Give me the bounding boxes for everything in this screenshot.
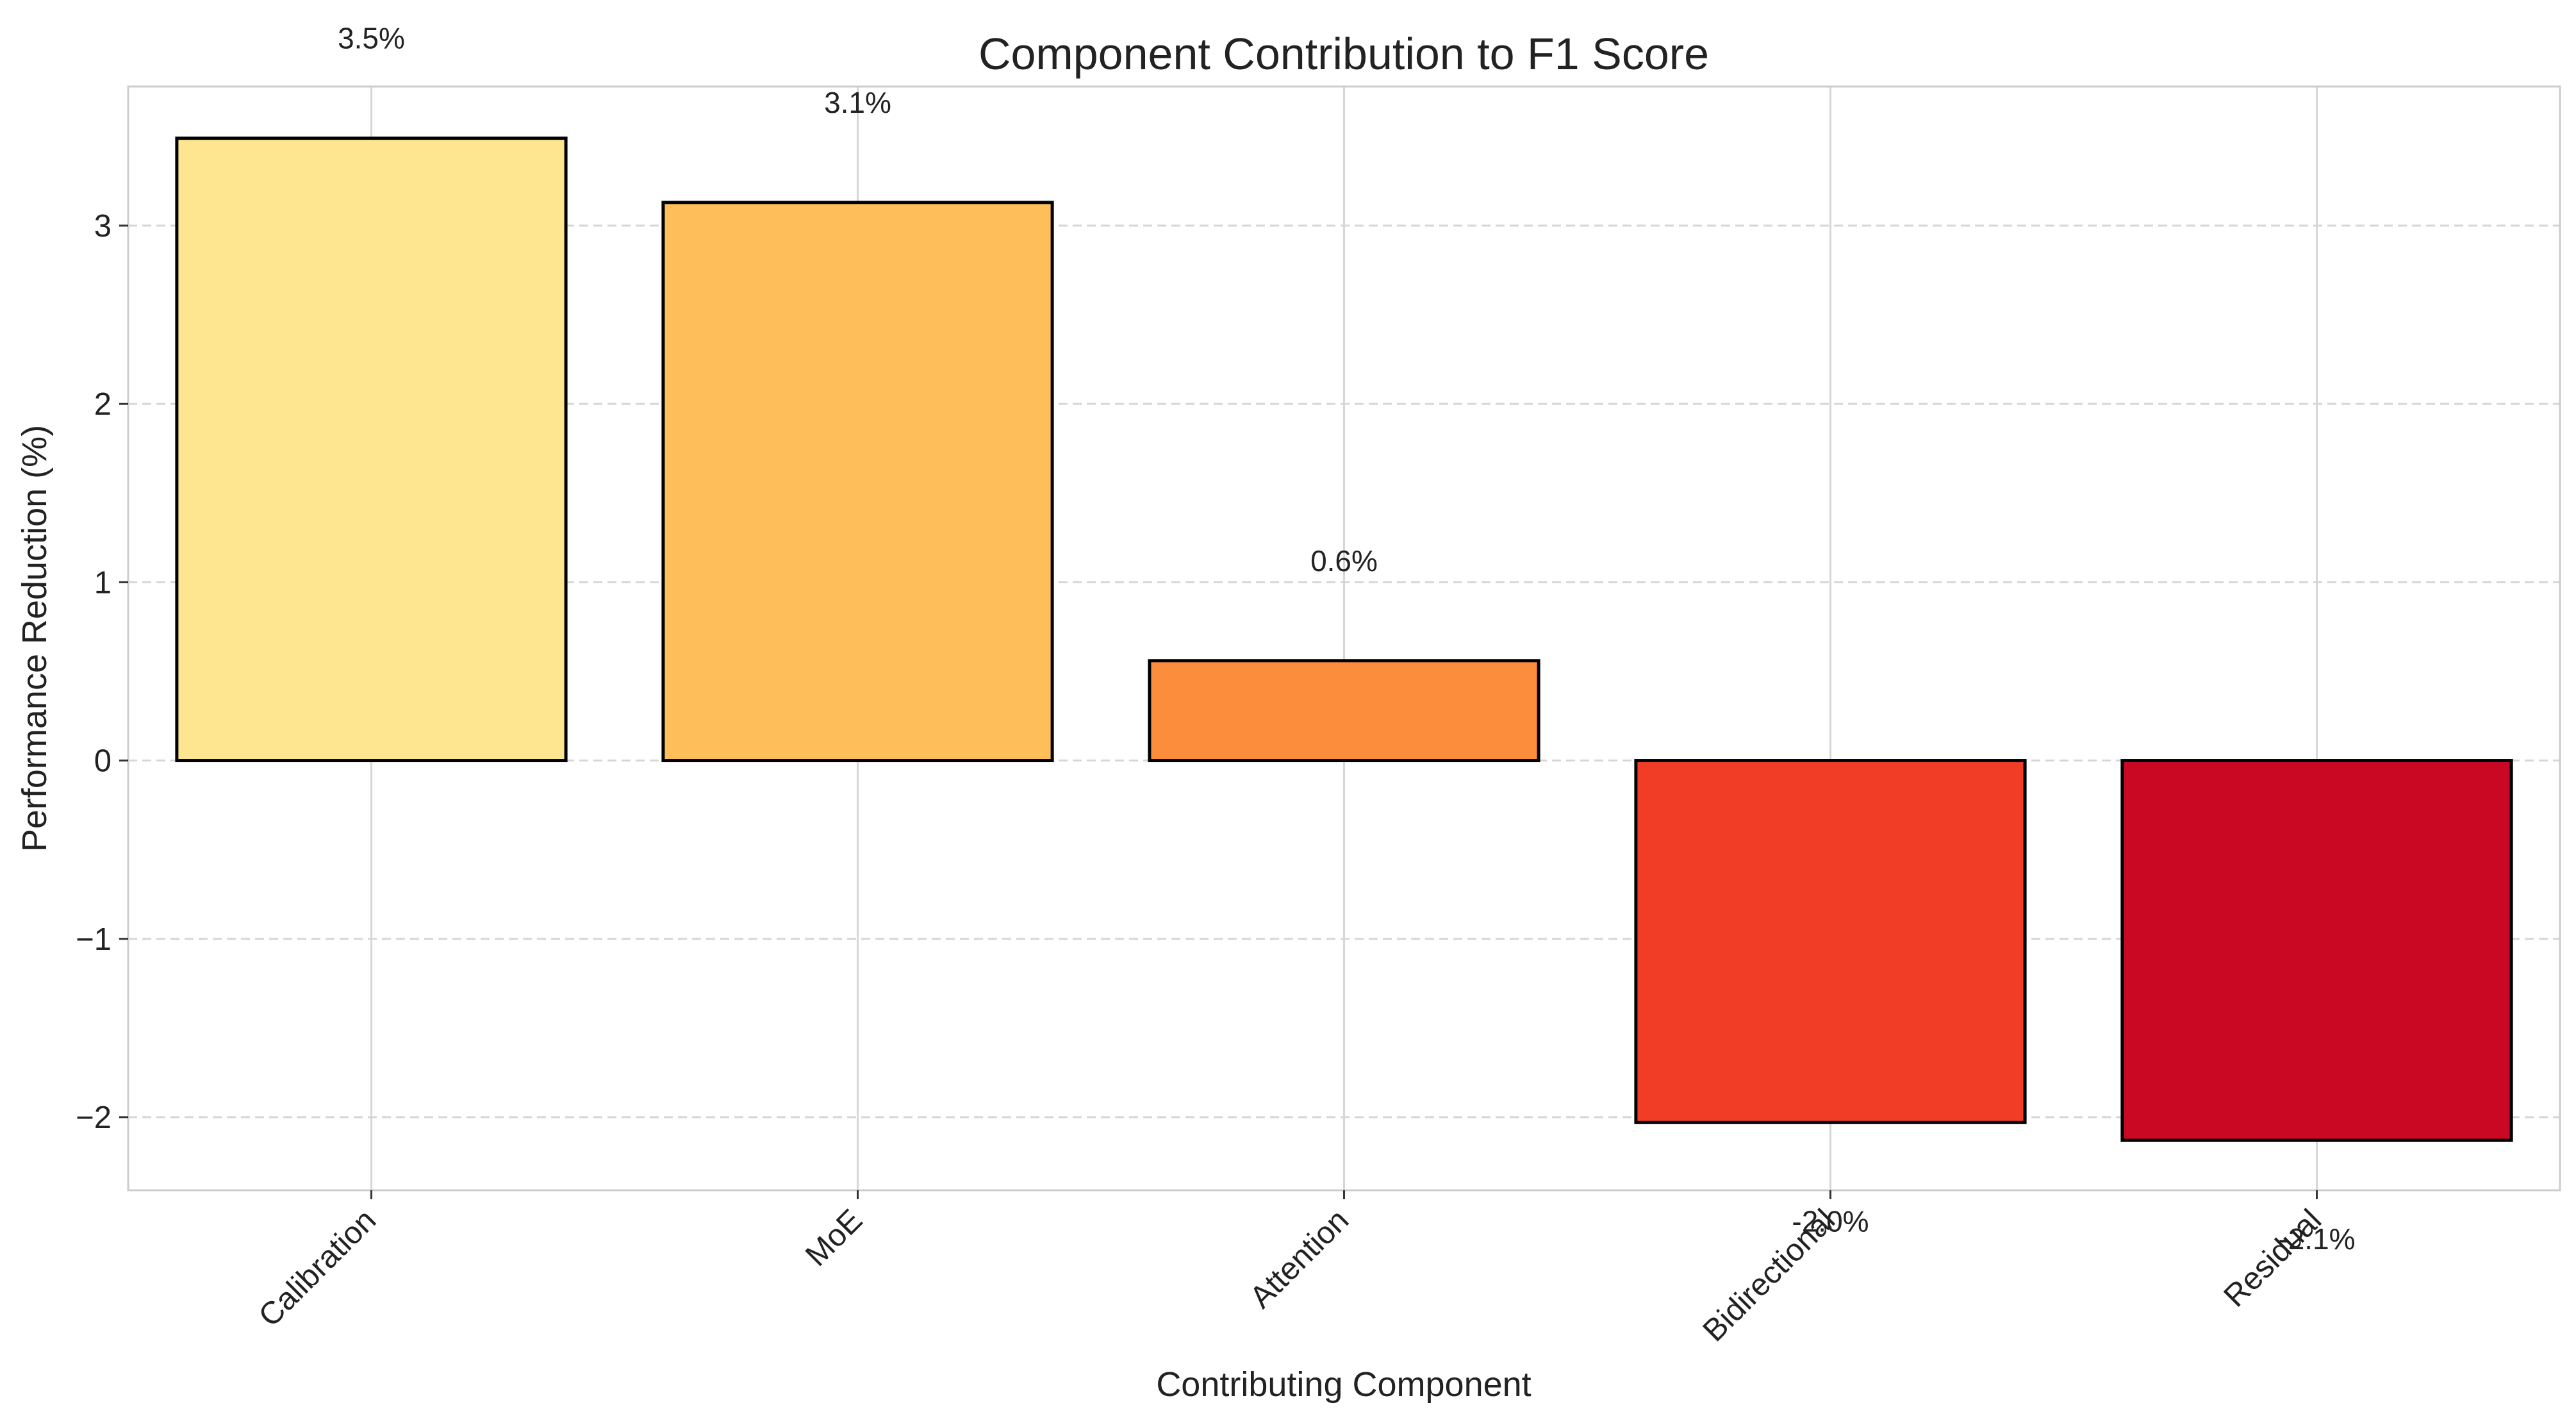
bar-value-label: -2.0% bbox=[1792, 1204, 1869, 1238]
bar-value-label: -2.1% bbox=[2278, 1222, 2355, 1256]
y-tick-label: 0 bbox=[94, 744, 111, 779]
x-tick-label: Calibration bbox=[252, 1203, 383, 1334]
data-labels: 3.5% 3.1% 0.6% -2.0% -2.1% bbox=[338, 22, 2356, 1256]
x-tick-label: Residual bbox=[2217, 1203, 2328, 1314]
chart-title: Component Contribution to F1 Score bbox=[978, 29, 1709, 79]
x-tick-label: Attention bbox=[1243, 1203, 1355, 1315]
x-tick-label: MoE bbox=[799, 1203, 869, 1273]
y-tick-label: 1 bbox=[94, 565, 111, 600]
y-tick-label: 2 bbox=[94, 387, 111, 422]
bar bbox=[2120, 759, 2513, 1142]
bar bbox=[661, 201, 1054, 763]
y-axis-label: Performance Reduction (%) bbox=[15, 425, 54, 852]
x-axis-label: Contributing Component bbox=[1156, 1365, 1531, 1404]
bars bbox=[175, 137, 2513, 1142]
bar bbox=[1148, 659, 1540, 763]
bar-value-label: 3.5% bbox=[338, 22, 405, 55]
bar-value-label: 0.6% bbox=[1310, 544, 1378, 578]
y-tick-label: −1 bbox=[76, 922, 111, 957]
y-tick-label: −2 bbox=[76, 1101, 111, 1135]
bar bbox=[1634, 759, 2027, 1124]
bar bbox=[175, 137, 568, 763]
y-tick-label: 3 bbox=[94, 209, 111, 244]
bar-value-label: 3.1% bbox=[824, 86, 891, 119]
